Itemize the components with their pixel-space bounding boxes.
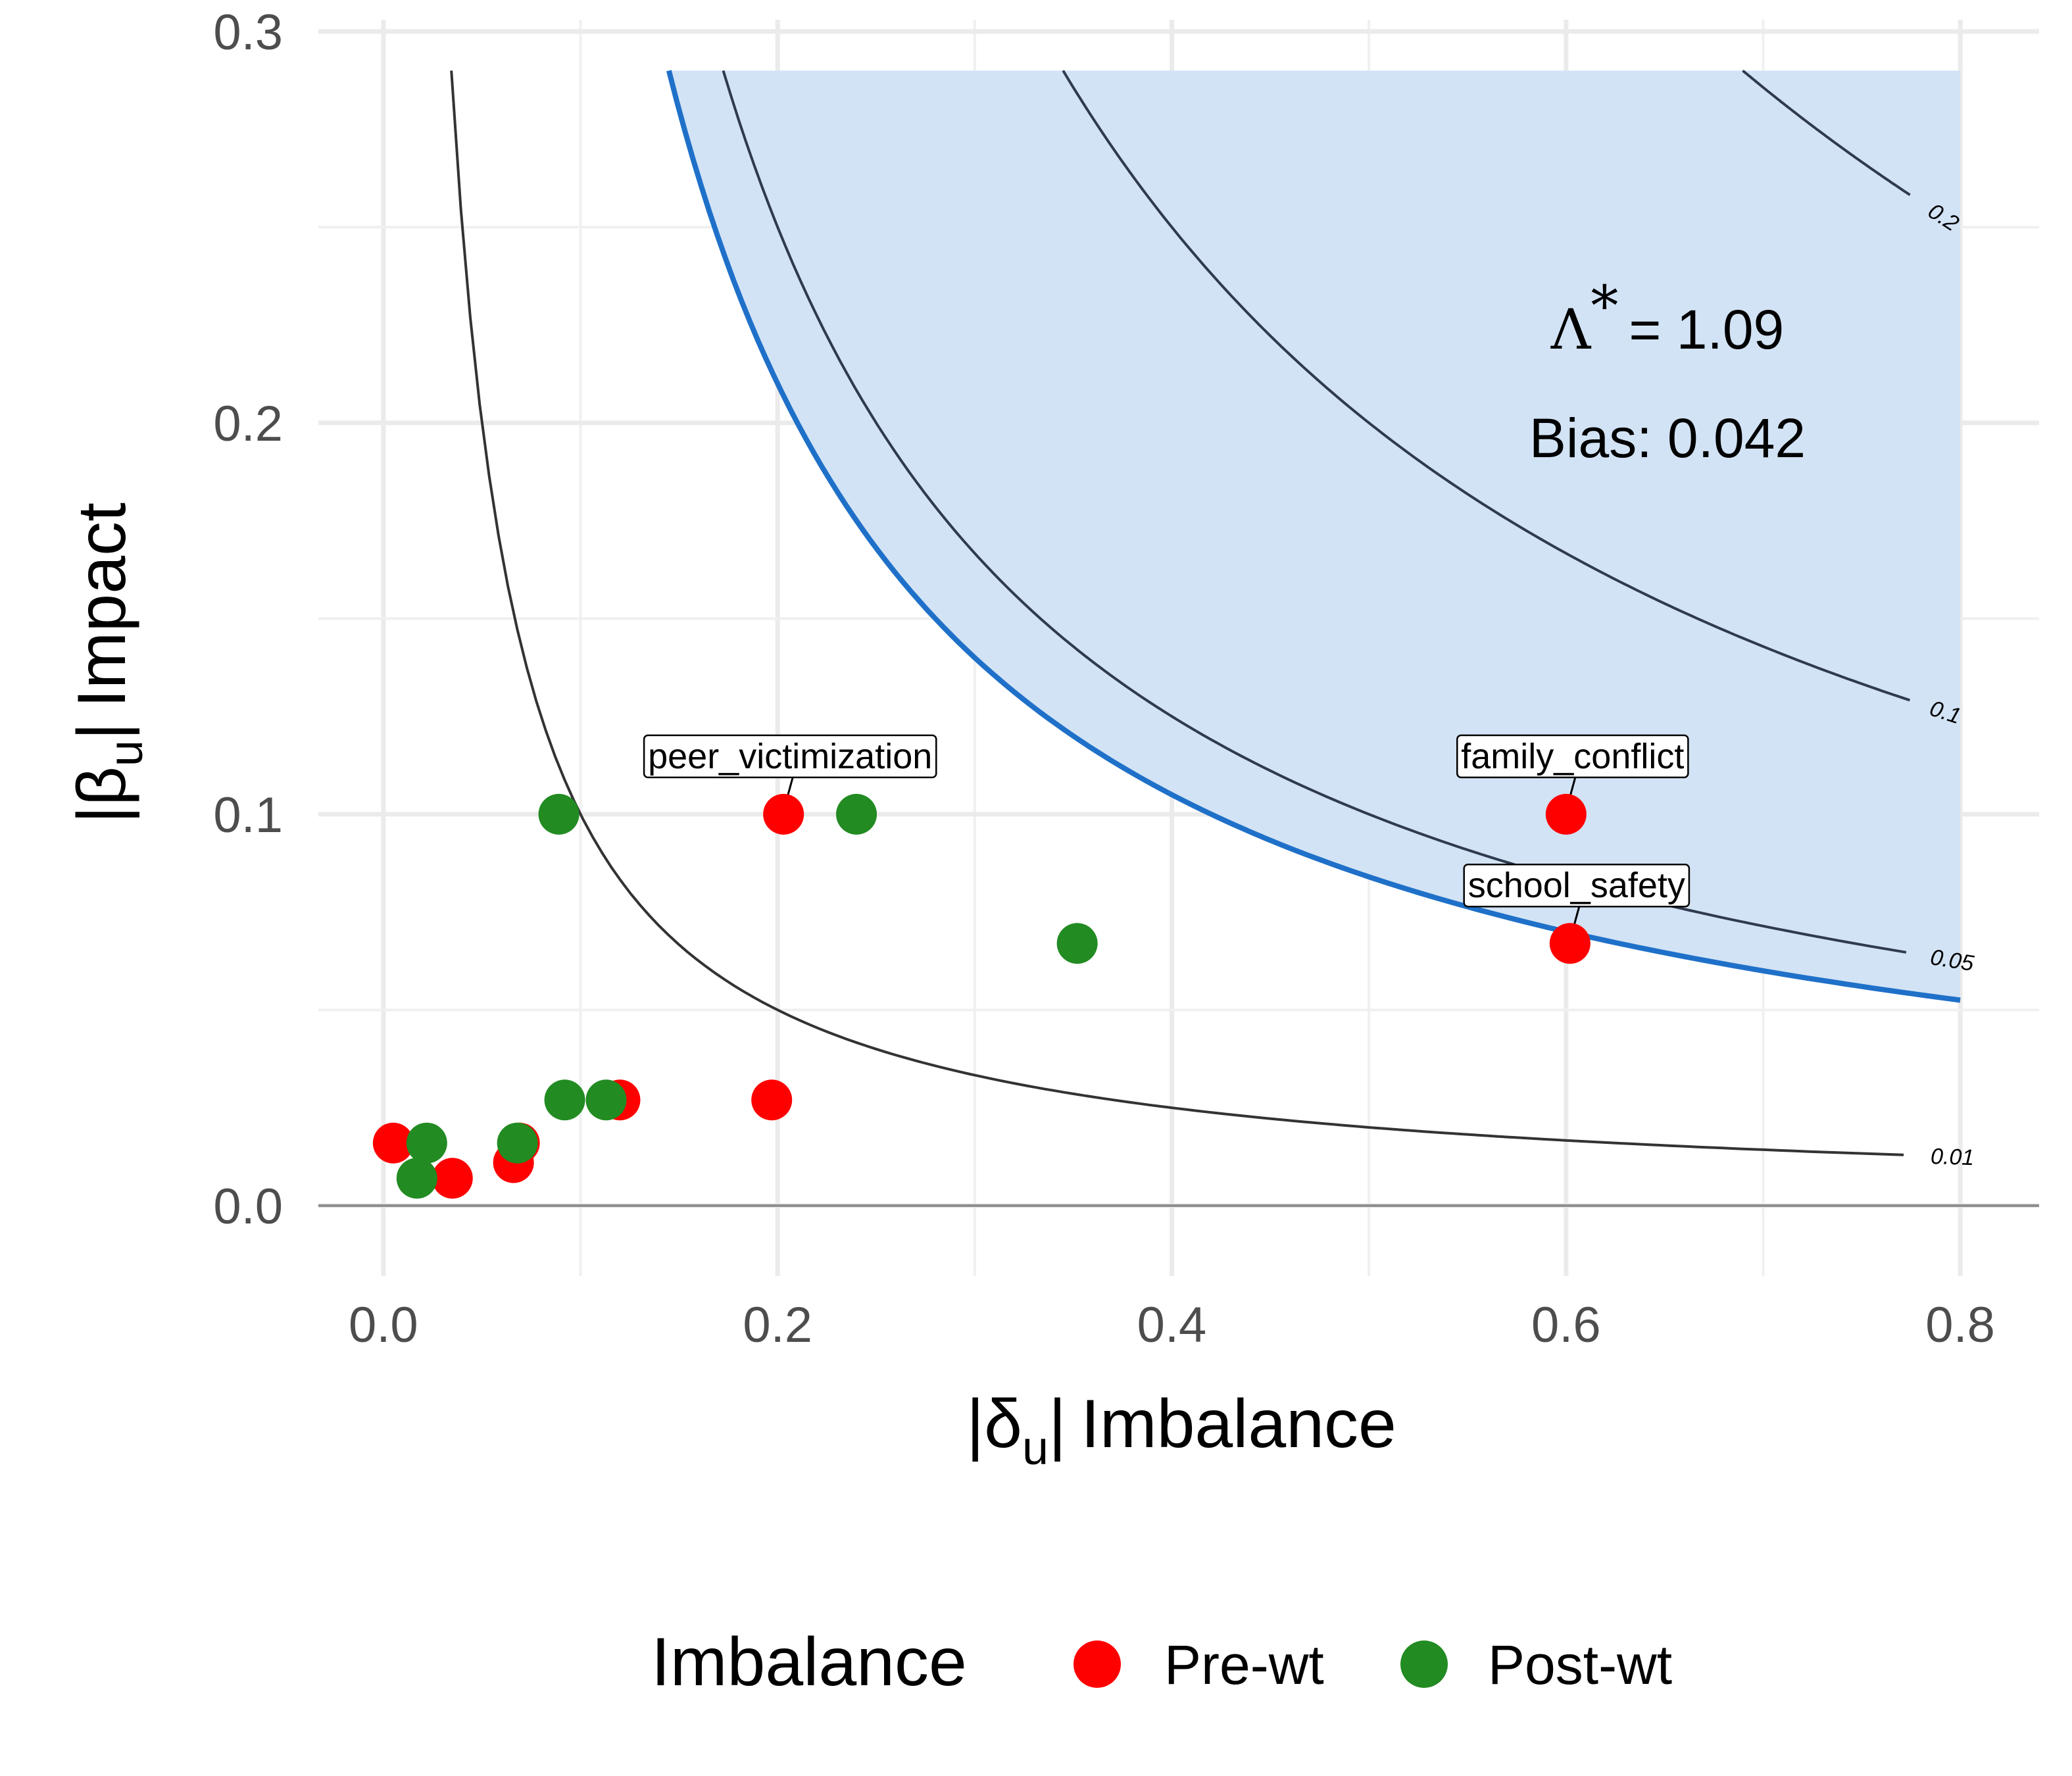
legend-title: Imbalance <box>651 1624 967 1700</box>
threshold-line <box>666 70 1961 1003</box>
y-axis-title: |βu|Impact <box>64 503 153 824</box>
point-post-wt-0 <box>396 1158 437 1199</box>
svg-text:|βu|Impact: |βu|Impact <box>64 503 153 824</box>
contour-line-0.2 <box>1742 69 1911 197</box>
point-post-wt-7 <box>1056 923 1098 964</box>
point-label-school_safety: school_safety <box>1463 863 1690 936</box>
point-post-wt-4 <box>544 1079 585 1121</box>
point-labels: peer_victimization family_conflict school_… <box>643 734 1690 936</box>
lambda-symbol: Λ <box>1550 297 1592 362</box>
point-post-wt-2 <box>497 1122 538 1164</box>
x-axis-sub: u <box>1022 1422 1048 1475</box>
contour-line-0.05 <box>722 70 1907 954</box>
point-post-wt-3 <box>538 793 580 835</box>
point-pre-wt-5 <box>751 1079 793 1121</box>
point-pre-wt-6 <box>763 793 804 835</box>
svg-text:school_safety: school_safety <box>1468 866 1685 905</box>
bias-annotation: Bias: 0.042 <box>1529 407 1806 469</box>
contour-line-0.01 <box>450 70 1904 1156</box>
x-tick-label: 0.8 <box>1925 1297 1995 1353</box>
legend-key-post-wt <box>1400 1640 1448 1688</box>
legend-label-pre-wt: Pre-wt <box>1164 1634 1324 1696</box>
point-post-wt-5 <box>585 1079 627 1121</box>
x-axis-title: |δu| Imbalance <box>966 1386 1396 1475</box>
lambda-value: = 1.09 <box>1629 299 1784 360</box>
contour-label-0.01: 0.01 <box>1931 1144 1975 1170</box>
point-post-wt-1 <box>406 1122 447 1164</box>
y-axis-text: Impact <box>64 503 140 708</box>
point-label-peer_victimization: peer_victimization <box>643 734 937 807</box>
lambda-sup: * <box>1591 274 1618 338</box>
points <box>372 793 1591 1199</box>
legend-label-post-wt: Post-wt <box>1488 1634 1672 1696</box>
tick-labels: 0.0 0.2 0.4 0.6 0.8 0.0 0.1 0.2 0.3 <box>213 5 1995 1353</box>
y-tick-label: 0.3 <box>213 5 283 61</box>
point-pre-wt-1 <box>432 1158 473 1199</box>
point-label-family_conflict: family_conflict <box>1456 734 1689 807</box>
x-axis-symbol: δ <box>984 1386 1022 1462</box>
annotations: Λ* = 1.09 Bias: 0.042 <box>1529 274 1806 469</box>
y-tick-label: 0.2 <box>213 396 283 452</box>
lambda-annotation: Λ* = 1.09 <box>1550 274 1785 362</box>
svg-text:|δu|Imbalance: |δu| Imbalance <box>966 1386 1396 1475</box>
svg-text:family_conflict: family_conflict <box>1461 737 1684 776</box>
y-tick-label: 0.0 <box>213 1179 283 1235</box>
point-pre-wt-0 <box>372 1122 414 1164</box>
x-axis-bar-left: | <box>966 1386 984 1462</box>
x-tick-label: 0.0 <box>349 1297 418 1353</box>
x-axis-bar-right: | <box>1048 1386 1066 1462</box>
y-axis-sub: u <box>100 740 153 766</box>
svg-text:peer_victimization: peer_victimization <box>648 737 932 776</box>
contour-line-0.1 <box>1062 70 1911 702</box>
y-axis-bar-right: | <box>64 722 140 740</box>
threshold-region <box>666 70 1961 1003</box>
point-pre-wt-8 <box>1549 923 1591 964</box>
y-tick-label: 0.1 <box>213 787 283 843</box>
x-tick-label: 0.2 <box>743 1297 812 1353</box>
x-tick-label: 0.6 <box>1531 1297 1601 1353</box>
x-axis-text: Imbalance <box>1081 1386 1396 1462</box>
y-axis-symbol: β <box>64 766 140 806</box>
x-tick-label: 0.4 <box>1137 1297 1207 1353</box>
legend-key-pre-wt <box>1073 1640 1121 1688</box>
point-pre-wt-7 <box>1545 793 1587 835</box>
legend: Imbalance Pre-wt Post-wt <box>651 1624 1672 1700</box>
point-post-wt-6 <box>836 793 877 835</box>
y-axis-bar-left: | <box>64 806 140 824</box>
threshold-fill <box>668 70 1961 1000</box>
